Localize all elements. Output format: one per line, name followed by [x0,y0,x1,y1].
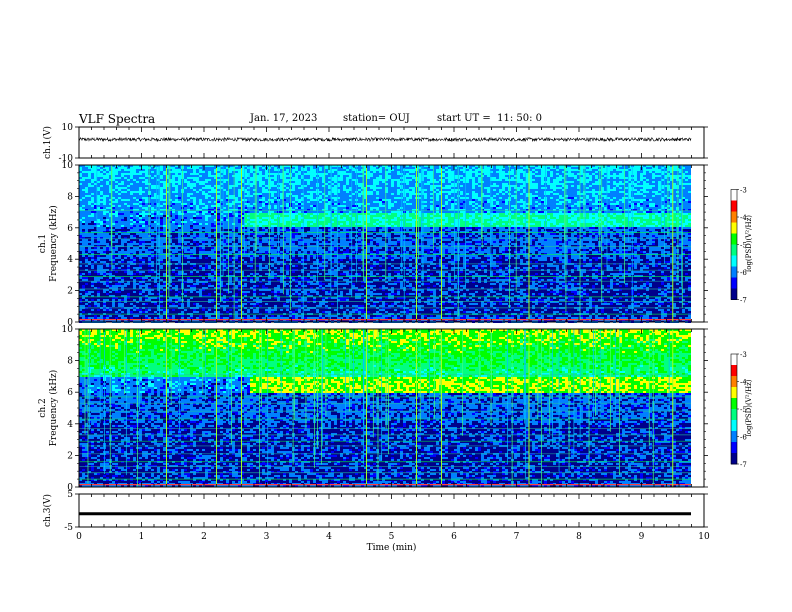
time-tick-label: 4 [326,532,332,542]
ch2-spectrogram-colorbar-label: log(PSD)(V²/Hz) [745,379,753,436]
x-ticks [79,127,704,158]
ch2-spectrogram-colorbar-tick-label: -3 [740,351,747,359]
time-axis-labels: 0 1 2 3 4 5 6 7 8 9 10 [76,532,710,542]
ch3-y-tick-label: 5 [67,490,73,500]
ch1-spectrogram-colorbar-tick-label: -3 [740,187,747,195]
time-tick-label: 8 [576,532,582,542]
ch3-y-tick-label: -5 [64,523,73,533]
ch1-y-tick-label: 10 [62,123,74,133]
ch1-spectrogram-image [79,165,691,323]
time-tick-label: 7 [514,532,520,542]
ch2-spectrogram-y-tick-label: 6 [67,388,73,398]
ch1-spectrogram-y-tick-label: 2 [67,287,73,297]
time-tick-label: 6 [451,532,457,542]
time-tick-label: 10 [698,532,710,542]
ch2-spectrogram-ylabel-frequency: Frequency (kHz) [48,370,59,447]
time-tick-label: 1 [139,532,145,542]
ch1-spectrogram-y-tick-label: 10 [62,161,74,171]
ch1-spectrogram-ylabel-frequency: Frequency (kHz) [48,205,59,282]
time-axis-label: Time (min) [367,542,417,553]
ch2-spectrogram-y-tick-label: 2 [67,451,73,461]
ch1-trace [79,138,691,141]
ch2-spectrogram-ylabel-channel: ch.2 [38,398,48,417]
time-tick-label: 3 [264,532,270,542]
ch1-ylabel: ch.1(V) [42,126,53,159]
ch1-spectrogram-colorbar-tick-label: -7 [740,297,747,305]
ch3-ylabel: ch.3(V) [42,494,53,527]
ch2-spectrogram-image [79,329,691,487]
time-tick-label: 2 [201,532,207,542]
ch1-spectrogram-colorbar-label: log(PSD)(V²/Hz) [745,215,753,272]
ch2-spectrogram-y-tick-label: 8 [67,357,73,367]
time-tick-label: 5 [389,532,395,542]
ch2-spectrogram-colorbar-tick-label: -7 [740,461,747,469]
time-tick-label: 9 [639,532,645,542]
ch1-spectrogram-y-tick-label: 8 [67,192,73,202]
ch1-spectrogram-ylabel-channel: ch.1 [38,234,48,253]
ch1-spectrogram-y-tick-label: 6 [67,224,73,234]
ch2-spectrogram-y-tick-label: 10 [62,325,74,335]
ch1-spectrogram-y-tick-label: 4 [67,255,73,265]
ch2-spectrogram-y-tick-label: 4 [67,420,73,430]
x-ticks [79,494,704,527]
time-tick-label: 0 [76,532,82,542]
